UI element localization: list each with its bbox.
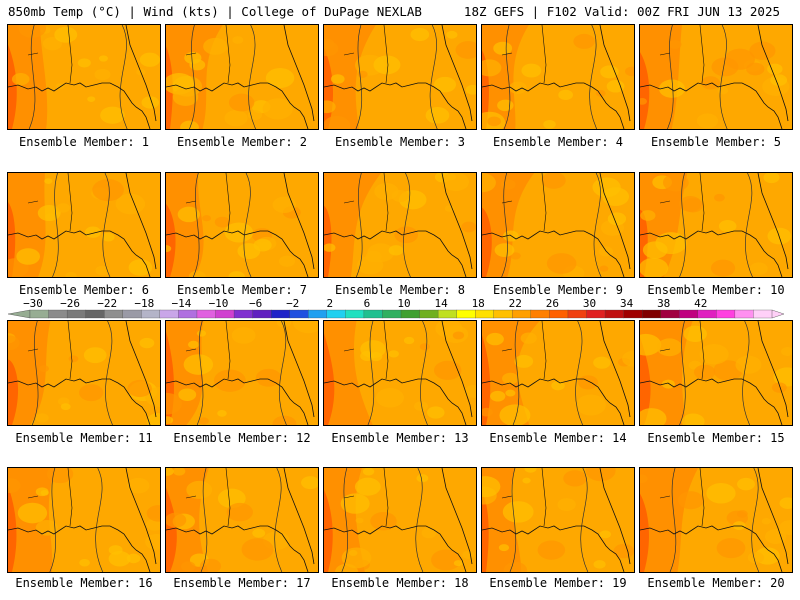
- colorbar-tick-label: 6: [364, 297, 371, 310]
- ensemble-member-map: [639, 467, 793, 573]
- colorbar-tick-label: 22: [509, 297, 522, 310]
- ensemble-member-map: [323, 172, 477, 278]
- colorbar-tick-label: 38: [657, 297, 670, 310]
- colorbar-tick-label: −18: [134, 297, 154, 310]
- colorbar-tick-label: −14: [171, 297, 191, 310]
- ensemble-member-label: Ensemble Member: 17: [173, 576, 311, 590]
- ensemble-member-label: Ensemble Member: 15: [647, 431, 785, 445]
- ensemble-member-map: [481, 24, 635, 130]
- ensemble-member-map: [323, 320, 477, 426]
- ensemble-member-map: [481, 172, 635, 278]
- ensemble-member-label: Ensemble Member: 9: [492, 283, 624, 297]
- ensemble-member-label: Ensemble Member: 13: [331, 431, 469, 445]
- ensemble-member-label: Ensemble Member: 4: [492, 135, 624, 149]
- colorbar-tick-label: −22: [97, 297, 117, 310]
- ensemble-member-map: [639, 24, 793, 130]
- ensemble-member-map: [323, 24, 477, 130]
- ensemble-member-map: [639, 320, 793, 426]
- ensemble-member-label: Ensemble Member: 19: [489, 576, 627, 590]
- model-valid-time: 18Z GEFS | F102 Valid: 00Z FRI JUN 13 20…: [463, 4, 780, 19]
- ensemble-member-map: [639, 172, 793, 278]
- ensemble-member-label: Ensemble Member: 1: [18, 135, 150, 149]
- colorbar-tick-label: −2: [286, 297, 299, 310]
- ensemble-member-map: [481, 467, 635, 573]
- ensemble-member-label: Ensemble Member: 8: [334, 283, 466, 297]
- colorbar-tick-label: 26: [546, 297, 559, 310]
- ensemble-member-label: Ensemble Member: 11: [15, 431, 153, 445]
- ensemble-member-label: Ensemble Member: 7: [176, 283, 308, 297]
- colorbar-tick-label: −30: [23, 297, 43, 310]
- ensemble-member-map: [165, 172, 319, 278]
- ensemble-member-label: Ensemble Member: 14: [489, 431, 627, 445]
- colorbar-tick-label: 2: [326, 297, 333, 310]
- ensemble-member-map: [481, 320, 635, 426]
- map-title: 850mb Temp (°C) | Wind (kts) | College o…: [8, 4, 422, 19]
- temperature-colorbar: −30 −26 −22 −18 −14 −10 −6 −2 2 6 10 14 18 22 26 30 34 38…: [7, 297, 785, 319]
- colorbar-tick-label: 34: [620, 297, 634, 310]
- ensemble-member-label: Ensemble Member: 5: [650, 135, 782, 149]
- ensemble-member-label: Ensemble Member: 16: [15, 576, 153, 590]
- ensemble-member-label: Ensemble Member: 12: [173, 431, 311, 445]
- colorbar-tick-label: −10: [209, 297, 229, 310]
- ensemble-member-map: [165, 320, 319, 426]
- colorbar-tick-label: 42: [694, 297, 707, 310]
- colorbar-tick-label: 18: [472, 297, 485, 310]
- colorbar-tick-label: 10: [397, 297, 410, 310]
- ensemble-member-map: [165, 24, 319, 130]
- ensemble-member-label: Ensemble Member: 2: [176, 135, 308, 149]
- ensemble-member-map: [323, 467, 477, 573]
- ensemble-member-map: [7, 172, 161, 278]
- ensemble-member-map: [7, 24, 161, 130]
- ensemble-member-label: Ensemble Member: 6: [18, 283, 150, 297]
- ensemble-member-label: Ensemble Member: 10: [647, 283, 785, 297]
- colorbar-tick-label: 30: [583, 297, 596, 310]
- colorbar-tick-label: −26: [60, 297, 80, 310]
- ensemble-member-label: Ensemble Member: 3: [334, 135, 466, 149]
- colorbar-tick-label: 14: [434, 297, 448, 310]
- colorbar-tick-label: −6: [249, 297, 262, 310]
- ensemble-member-map: [7, 320, 161, 426]
- ensemble-member-label: Ensemble Member: 20: [647, 576, 785, 590]
- ensemble-member-label: Ensemble Member: 18: [331, 576, 469, 590]
- ensemble-member-map: [7, 467, 161, 573]
- ensemble-member-map: [165, 467, 319, 573]
